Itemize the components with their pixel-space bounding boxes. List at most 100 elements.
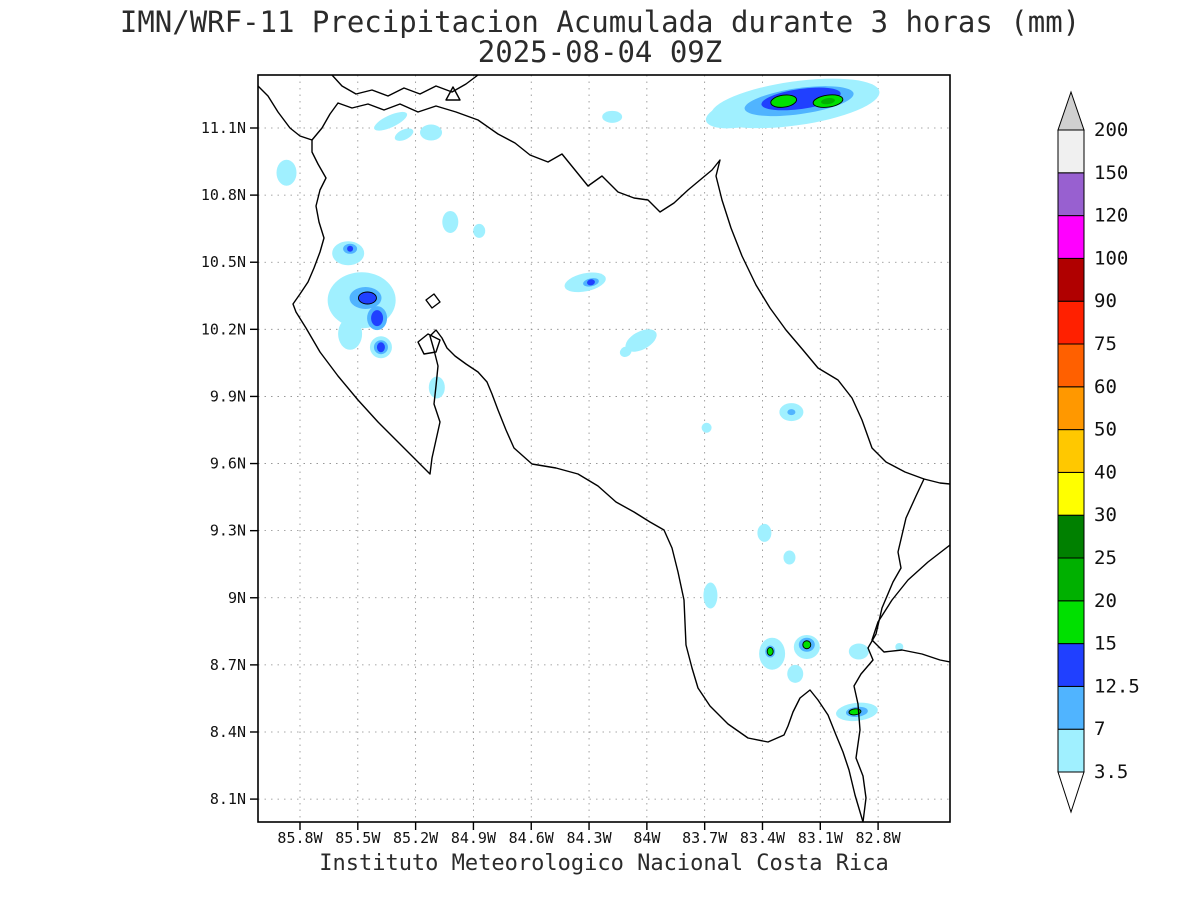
- precip-cell: [783, 550, 796, 565]
- precip-cell: [276, 159, 297, 186]
- page-title: IMN/WRF-11 Precipitacion Acumulada duran…: [120, 5, 1080, 39]
- colorbar-segment: [1057, 557, 1085, 602]
- colorbar-label: 3.5: [1094, 761, 1128, 783]
- precip-cell: [757, 523, 772, 542]
- lat-tick-label: 10.5N: [201, 253, 246, 271]
- lat-tick-label: 10.8N: [201, 186, 246, 204]
- lon-tick-label: 84.3W: [566, 829, 612, 847]
- colorbar-segment: [1057, 471, 1085, 516]
- panama-caribbean-coast: [871, 544, 950, 663]
- colorbar-label: 50: [1094, 419, 1117, 441]
- precip-cell: [338, 317, 363, 350]
- costa-rica-north-border-caribbean-coast: [311, 102, 950, 485]
- precip-cell: [848, 643, 869, 660]
- colorbar-label: 40: [1094, 461, 1117, 483]
- lake-island: [445, 86, 461, 101]
- precip-cell: [701, 422, 712, 433]
- colorbar-label: 25: [1094, 547, 1117, 569]
- colorbar-label: 20: [1094, 590, 1117, 612]
- colorbar-segment: [1057, 600, 1085, 645]
- precip-cell: [802, 640, 812, 650]
- colorbar-label: 75: [1094, 333, 1117, 355]
- lat-tick-label: 8.4N: [210, 723, 246, 741]
- precip-cell: [703, 582, 718, 609]
- precip-cell: [442, 210, 459, 233]
- panama-border: [853, 478, 925, 822]
- lon-tick-label: 85.8W: [277, 829, 323, 847]
- lon-tick-label: 83.7W: [682, 829, 728, 847]
- colorbar-label: 150: [1094, 162, 1128, 184]
- colorbar-label: 60: [1094, 376, 1117, 398]
- colorbar-above-arrow: [1057, 90, 1085, 131]
- colorbar-segment: [1057, 643, 1085, 687]
- colorbar-label: 200: [1094, 119, 1128, 141]
- nicaragua-pacific-coast: [258, 85, 313, 141]
- precip-cell: [895, 642, 904, 651]
- caption: Instituto Meteorologico Nacional Costa R…: [319, 851, 889, 876]
- colorbar-label: 12.5: [1094, 675, 1140, 697]
- precip-cell: [625, 329, 657, 352]
- lon-tick-label: 84W: [633, 829, 661, 847]
- colorbar-label: 30: [1094, 504, 1117, 526]
- pacific-coast: [292, 139, 864, 822]
- precip-cell: [602, 110, 623, 123]
- coastline-layer: [258, 75, 950, 822]
- lon-tick-label: 82.8W: [856, 829, 902, 847]
- lon-tick-label: 83.1W: [798, 829, 844, 847]
- lat-tick-label: 9.9N: [210, 387, 246, 405]
- colorbar-legend: 3.5 7 12.5 15 20 25 30 40 50 60 75 90 100 120 150 200: [1057, 90, 1140, 814]
- precip-cell: [376, 342, 385, 353]
- gulf-island-chira: [417, 333, 441, 355]
- colorbar-label: 15: [1094, 633, 1117, 655]
- colorbar-segment: [1057, 728, 1085, 773]
- colorbar-label: 7: [1094, 718, 1105, 740]
- lat-tick-label: 9N: [228, 589, 246, 607]
- precip-cell: [374, 111, 408, 131]
- precip-cell: [587, 279, 595, 286]
- precip-cell: [766, 647, 774, 656]
- lat-tick-label: 9.6N: [210, 455, 246, 473]
- precipitation-shading: [276, 78, 904, 722]
- plot-border: [257, 74, 951, 823]
- precip-cell: [770, 94, 798, 108]
- grid-lines: [258, 75, 950, 822]
- lat-tick-label: 8.1N: [210, 790, 246, 808]
- colorbar-label: 100: [1094, 247, 1128, 269]
- lon-tick-label: 85.2W: [393, 829, 439, 847]
- colorbar-label: 90: [1094, 290, 1117, 312]
- colorbar-segment: [1057, 429, 1085, 473]
- lon-tick-label: 85.5W: [335, 829, 381, 847]
- precip-cell: [821, 98, 835, 105]
- colorbar-segment: [1057, 172, 1085, 217]
- axis-labels: 11.1N 10.8N 10.5N 10.2N 9.9N 9.6N 9.3N 9N 8.7N 8.…: [201, 119, 902, 847]
- lon-tick-label: 84.6W: [509, 829, 555, 847]
- colorbar-segment: [1057, 343, 1085, 388]
- lake-nicaragua-shore: [331, 75, 479, 97]
- precip-cell: [428, 376, 445, 399]
- page-subtitle-datetime: 2025-08-04 09Z: [478, 35, 722, 69]
- colorbar-segment: [1057, 514, 1085, 559]
- lon-tick-label: 84.9W: [451, 829, 497, 847]
- colorbar-segment: [1057, 129, 1085, 174]
- colorbar-below-arrow: [1057, 771, 1085, 814]
- precip-cell: [347, 245, 354, 252]
- precip-cell: [787, 409, 796, 416]
- colorbar-segment: [1057, 386, 1085, 431]
- colorbar-label: 120: [1094, 205, 1128, 227]
- lat-tick-label: 10.2N: [201, 320, 246, 338]
- lat-tick-label: 9.3N: [210, 522, 246, 540]
- colorbar-segment: [1057, 685, 1085, 730]
- gulf-island-small: [425, 293, 441, 309]
- precip-cell: [371, 310, 384, 327]
- colorbar-segment: [1057, 300, 1085, 345]
- precip-cell: [357, 291, 377, 305]
- colorbar-segment: [1057, 215, 1085, 259]
- precip-cell: [394, 128, 414, 141]
- precip-cell: [473, 223, 486, 238]
- precip-cell: [787, 664, 804, 683]
- lon-tick-label: 83.4W: [740, 829, 786, 847]
- lat-tick-label: 8.7N: [210, 656, 246, 674]
- precip-cell: [619, 346, 632, 357]
